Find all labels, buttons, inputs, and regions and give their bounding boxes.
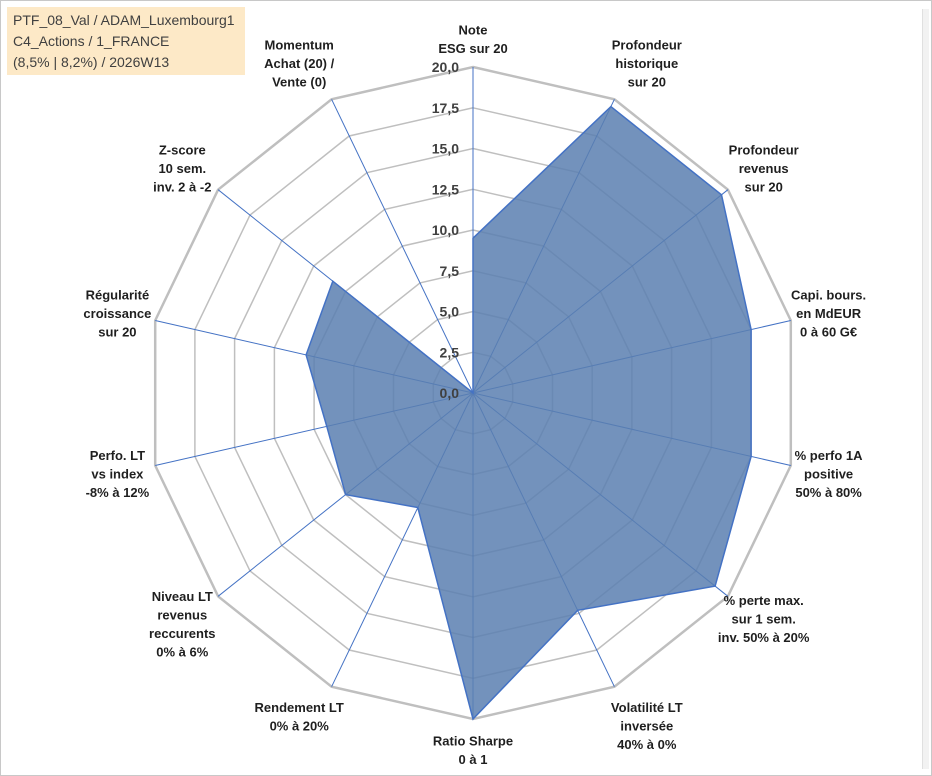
axis-label-3-line-1: en MdEUR: [796, 306, 862, 321]
axis-label-9-line-0: Niveau LT: [152, 589, 213, 604]
axis-label-3-line-0: Capi. bours.: [791, 287, 866, 302]
axis-label-8: Rendement LT 0% à 20%: [255, 700, 344, 734]
axis-label-5-line-2: inv. 50% à 20%: [718, 630, 810, 645]
axis-label-10: Perfo. LT vs index -8% à 12%: [86, 448, 150, 500]
axis-label-10-line-2: -8% à 12%: [86, 485, 150, 500]
axis-label-0-line-0: Note: [459, 23, 488, 38]
axis-label-2: Profondeur revenus sur 20: [729, 143, 799, 195]
radar-series: [305, 105, 752, 721]
axis-label-9-line-3: 0% à 6%: [156, 644, 208, 659]
axis-label-12: Z-score 10 sem. inv. 2 à -2: [153, 143, 211, 195]
radial-tick-labels: 0,0 2,5 5,0 7,5 10,0 12,5 15,0 17,5 20,0: [432, 59, 459, 401]
axis-label-11-line-0: Régularité: [86, 287, 150, 302]
axis-label-13: Momentum Achat (20) / Vente (0): [264, 37, 334, 89]
series-area: [305, 105, 752, 721]
axis-label-11: Régularité croissance sur 20: [83, 287, 151, 339]
vertical-scrollbar[interactable]: [922, 9, 929, 769]
axis-label-4-line-1: positive: [804, 467, 853, 482]
portfolio-info-box: PTF_08_Val / ADAM_Luxembourg1 C4_Actions…: [7, 7, 245, 75]
axis-label-9: Niveau LT revenus reccurents 0% à 6%: [149, 589, 215, 660]
axis-label-10-line-0: Perfo. LT: [90, 448, 145, 463]
axis-label-4-line-2: 50% à 80%: [795, 485, 862, 500]
axis-label-13-line-2: Vente (0): [272, 74, 326, 89]
axis-label-5-line-0: % perte max.: [724, 593, 804, 608]
axis-label-0-line-1: ESG sur 20: [438, 41, 507, 56]
tick-label-8: 20,0: [432, 59, 459, 75]
tick-label-1: 2,5: [440, 344, 460, 360]
axis-label-1-line-0: Profondeur: [612, 37, 682, 52]
tick-label-2: 5,0: [440, 304, 460, 320]
axis-label-12-line-1: 10 sem.: [158, 161, 206, 176]
axis-label-2-line-1: revenus: [739, 161, 789, 176]
axis-label-7-line-0: Ratio Sharpe: [433, 734, 513, 749]
axis-label-7-line-1: 0 à 1: [459, 752, 488, 767]
axis-label-1-line-1: historique: [615, 56, 678, 71]
axis-label-7: Ratio Sharpe 0 à 1: [433, 734, 513, 768]
axis-label-11-line-2: sur 20: [98, 324, 136, 339]
axis-label-13-line-0: Momentum: [265, 37, 334, 52]
axis-label-4: % perfo 1A positive 50% à 80%: [795, 448, 864, 500]
axis-label-4-line-0: % perfo 1A: [795, 448, 864, 463]
axis-labels: Note ESG sur 20 Profondeur historique sur 20…: [83, 23, 866, 768]
axis-label-3: Capi. bours. en MdEUR 0 à 60 G€: [791, 287, 866, 339]
tick-label-5: 12,5: [432, 181, 459, 197]
axis-label-2-line-0: Profondeur: [729, 143, 799, 158]
axis-label-6: Volatilité LT inversée 40% à 0%: [611, 700, 683, 752]
spoke-13: [331, 99, 474, 394]
tick-label-6: 15,0: [432, 141, 459, 157]
axis-label-2-line-2: sur 20: [745, 180, 783, 195]
axis-label-1-line-2: sur 20: [628, 74, 666, 89]
portfolio-info-line-3: (8,5% | 8,2%) / 2026W13: [13, 54, 170, 70]
axis-label-13-line-1: Achat (20) /: [264, 56, 334, 71]
axis-label-6-line-2: 40% à 0%: [617, 737, 677, 752]
axis-label-8-line-0: Rendement LT: [255, 700, 344, 715]
tick-label-0: 0,0: [440, 385, 460, 401]
axis-label-10-line-1: vs index: [91, 467, 144, 482]
tick-label-7: 17,5: [432, 100, 459, 116]
axis-label-8-line-1: 0% à 20%: [270, 719, 330, 734]
axis-label-12-line-2: inv. 2 à -2: [153, 180, 211, 195]
axis-label-11-line-1: croissance: [83, 306, 151, 321]
tick-label-4: 10,0: [432, 222, 459, 238]
axis-label-5: % perte max. sur 1 sem. inv. 50% à 20%: [718, 593, 810, 645]
axis-label-6-line-0: Volatilité LT: [611, 700, 683, 715]
axis-label-6-line-1: inversée: [620, 719, 673, 734]
portfolio-info-line-2: C4_Actions / 1_FRANCE: [13, 33, 170, 49]
axis-label-3-line-2: 0 à 60 G€: [800, 324, 857, 339]
tick-label-3: 7,5: [440, 263, 460, 279]
axis-label-0: Note ESG sur 20: [438, 23, 507, 57]
axis-label-12-line-0: Z-score: [159, 143, 206, 158]
portfolio-info-line-1: PTF_08_Val / ADAM_Luxembourg1: [13, 12, 235, 28]
axis-label-5-line-1: sur 1 sem.: [732, 611, 796, 626]
axis-label-9-line-2: reccurents: [149, 626, 215, 641]
axis-label-9-line-1: revenus: [157, 607, 207, 622]
axis-label-1: Profondeur historique sur 20: [612, 37, 682, 89]
